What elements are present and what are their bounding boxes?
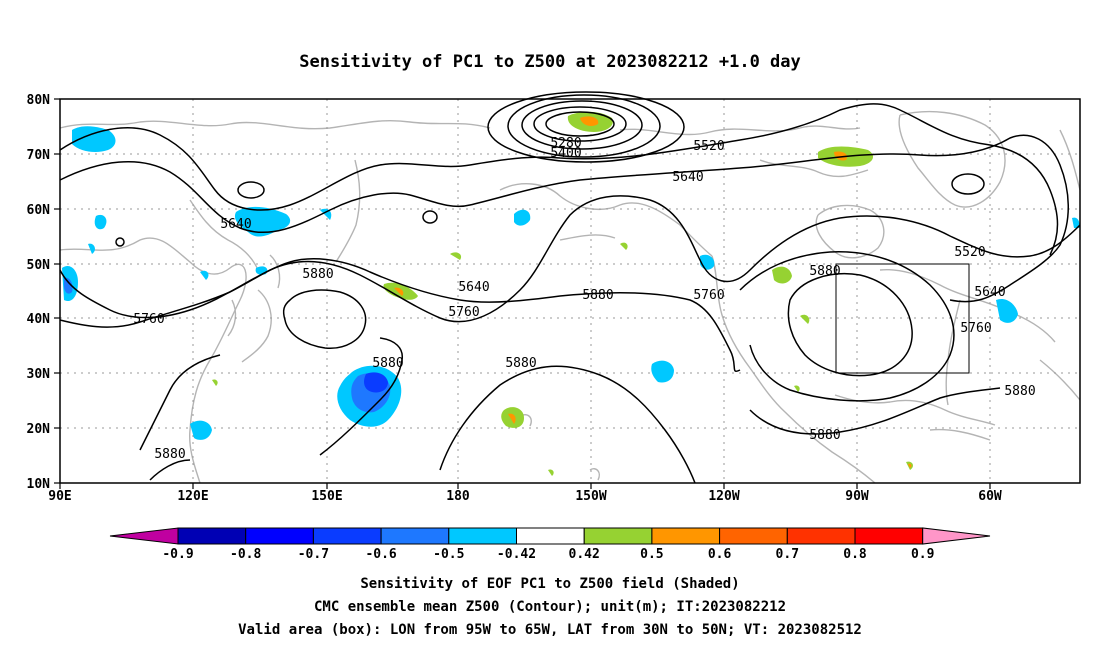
contour-label: 5880 xyxy=(154,447,185,462)
colorbar-tick-label: 0.8 xyxy=(843,547,867,562)
contour-label: 5640 xyxy=(974,285,1005,300)
colorbar-segment xyxy=(719,527,788,545)
contour-label: 5640 xyxy=(220,217,251,232)
colorbar-tick-label: -0.8 xyxy=(230,547,261,562)
colorbar-segment xyxy=(516,527,585,545)
contour-label: 5880 xyxy=(302,267,333,282)
caption-line-2: CMC ensemble mean Z500 (Contour); unit(m… xyxy=(314,599,786,615)
colorbar-segment xyxy=(583,527,653,545)
colorbar-tick-label: 0.5 xyxy=(640,547,663,562)
contour-label: 5880 xyxy=(505,356,536,371)
colorbar-tick-label: -0.7 xyxy=(298,547,329,562)
contour-label: 5760 xyxy=(448,305,479,320)
lat-label: 80N xyxy=(27,93,51,108)
contour-labels: 5280 5400 5520 5520 5640 5640 5640 5640 … xyxy=(133,136,1035,462)
colorbar-arrow-low xyxy=(109,527,179,545)
contour-label: 5400 xyxy=(550,146,581,161)
colorbar-tick-label: 0.7 xyxy=(776,547,799,562)
caption-line-1: Sensitivity of EOF PC1 to Z500 field (Sh… xyxy=(360,576,739,592)
lat-label: 10N xyxy=(27,477,51,492)
lat-label: 60N xyxy=(27,203,51,218)
latitude-labels: 80N 70N 60N 50N 40N 30N 20N 10N xyxy=(27,93,51,492)
colorbar-tick-label: 0.9 xyxy=(911,547,934,562)
contour-label: 5880 xyxy=(1004,384,1035,399)
longitude-labels: 90E 120E 150E 180 150W 120W 90W 60W xyxy=(48,489,1002,504)
colorbar-tick-label: -0.6 xyxy=(365,547,396,562)
contour-label: 5520 xyxy=(693,139,724,154)
colorbar-segment xyxy=(177,527,247,545)
map-title: Sensitivity of PC1 to Z500 at 2023082212… xyxy=(299,52,801,72)
colorbar-segment xyxy=(786,527,856,545)
colorbar-tick-label: 0.42 xyxy=(569,547,600,562)
valid-area-box xyxy=(835,263,970,374)
lat-label: 30N xyxy=(27,367,51,382)
lat-label: 40N xyxy=(27,312,51,327)
lon-label: 60W xyxy=(978,489,1002,504)
contour-label: 5880 xyxy=(372,356,403,371)
colorbar-segment xyxy=(245,527,314,545)
sensitivity-shading xyxy=(62,111,1080,476)
lat-label: 70N xyxy=(27,148,51,163)
colorbar-tick-label: -0.42 xyxy=(497,547,536,562)
lon-label: 90E xyxy=(48,489,71,504)
lat-label: 50N xyxy=(27,258,51,273)
colorbar-tick-label: -0.5 xyxy=(433,547,464,562)
lon-label: 90W xyxy=(845,489,869,504)
lon-label: 120W xyxy=(708,489,739,504)
axis-ticks xyxy=(54,98,991,489)
colorbar-segment xyxy=(380,527,450,545)
contour-label: 5760 xyxy=(693,288,724,303)
map-frame xyxy=(59,98,1081,484)
lon-label: 120E xyxy=(177,489,208,504)
colorbar-arrow-high xyxy=(922,527,991,545)
contour-label: 5880 xyxy=(809,264,840,279)
z500-contours xyxy=(59,91,1081,484)
lat-label: 20N xyxy=(27,422,51,437)
contour-label: 5880 xyxy=(582,288,613,303)
contour-label: 5280 xyxy=(550,136,581,151)
lon-label: 150W xyxy=(575,489,606,504)
colorbar-tick-label: -0.9 xyxy=(162,547,193,562)
contour-label: 5880 xyxy=(809,428,840,443)
colorbar-segment xyxy=(448,527,517,545)
lon-label: 150E xyxy=(311,489,342,504)
caption-line-3: Valid area (box): LON from 95W to 65W, L… xyxy=(238,622,862,638)
contour-label: 5640 xyxy=(672,170,703,185)
colorbar-segment xyxy=(854,527,924,545)
contour-label: 5520 xyxy=(954,245,985,260)
colorbar-tick-label: 0.6 xyxy=(708,547,732,562)
contour-label: 5640 xyxy=(458,280,489,295)
colorbar: -0.9 -0.8 -0.7 -0.6 -0.5 -0.42 0.42 0.5 0.6 0.7 0.… xyxy=(109,527,991,562)
contour-label: 5760 xyxy=(133,312,164,327)
lon-label: 180 xyxy=(446,489,470,504)
colorbar-segment xyxy=(651,527,721,545)
contour-label: 5760 xyxy=(960,321,991,336)
colorbar-segment xyxy=(312,527,382,545)
